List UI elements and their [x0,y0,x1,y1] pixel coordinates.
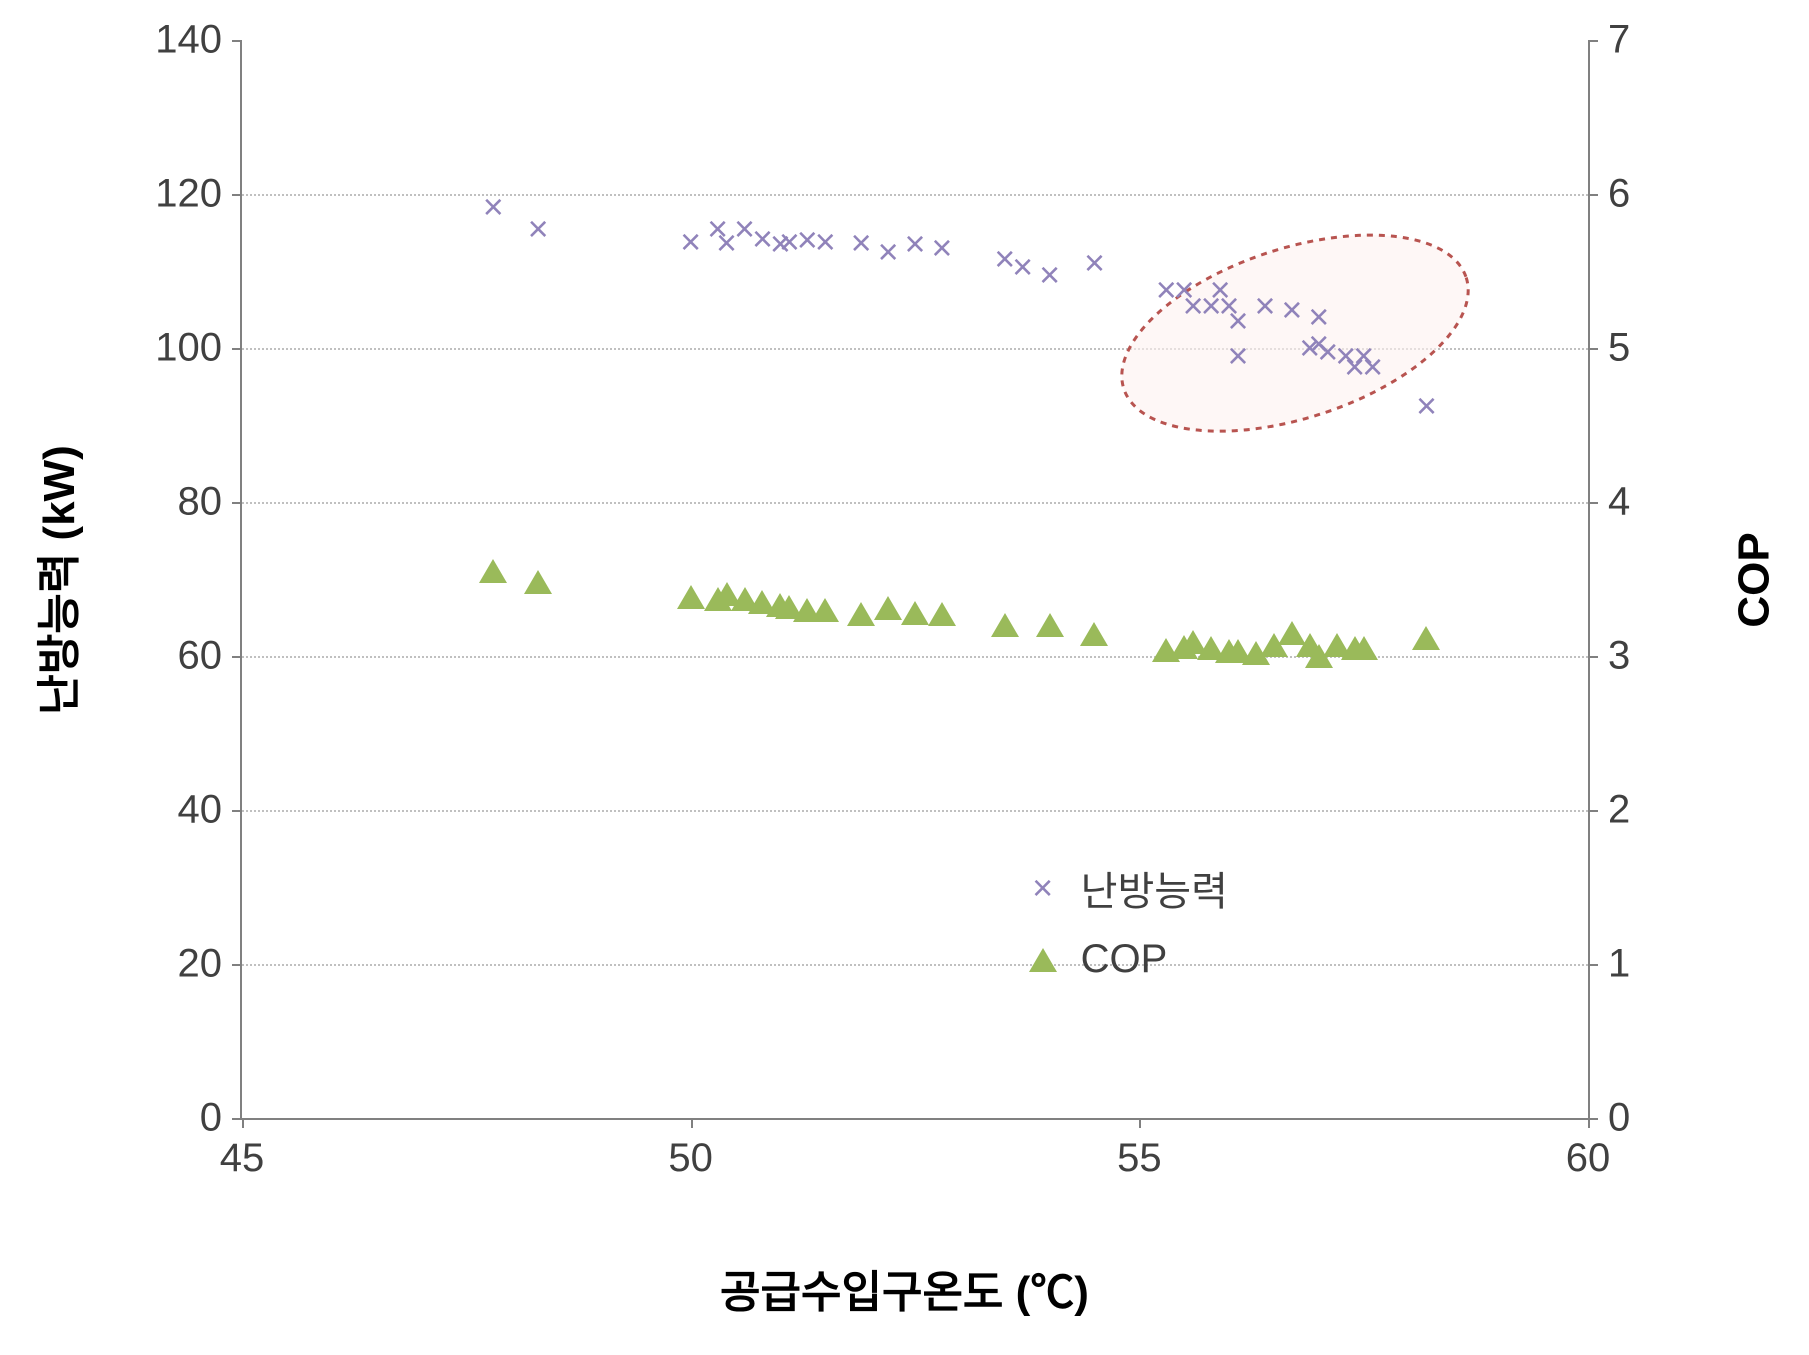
data-marker: × [931,230,952,266]
plot-area: 0204060801001201400123456745505560××××××… [240,40,1590,1120]
gridline [242,656,1588,658]
data-marker: × [878,234,899,270]
tick-mark [1588,1118,1590,1128]
data-marker [677,585,705,609]
tick-mark [232,502,242,504]
data-marker [524,570,552,594]
data-marker: × [851,225,872,261]
tick-mark [1139,1118,1141,1128]
y1-axis-label: 난방능력 (kW) [23,445,87,714]
gridline [242,810,1588,812]
legend-marker-triangle-icon [1029,948,1057,972]
y1-tick-label: 100 [155,326,242,371]
legend: × 난방능력 COP [1023,859,1228,1002]
tick-mark [232,194,242,196]
data-marker [1080,622,1108,646]
legend-item: COP [1023,937,1228,982]
data-marker: × [483,189,504,225]
tick-mark [1588,194,1598,196]
tick-mark [1588,348,1598,350]
data-marker [1036,613,1064,637]
data-marker: × [1362,349,1383,385]
y1-tick-label: 140 [155,18,242,63]
tick-mark [232,656,242,658]
data-marker [928,602,956,626]
data-marker [1350,636,1378,660]
tick-mark [232,40,242,42]
data-marker [901,601,929,625]
data-marker: × [1084,245,1105,281]
data-marker [1412,626,1440,650]
data-marker: × [904,226,925,262]
data-marker: × [1039,257,1060,293]
data-marker: × [680,224,701,260]
data-marker: × [815,224,836,260]
tick-mark [1588,810,1598,812]
legend-label: 난방능력 [1081,859,1228,917]
data-marker: × [1012,249,1033,285]
tick-mark [1588,40,1598,42]
gridline [242,964,1588,966]
gridline [242,348,1588,350]
data-marker: × [1228,303,1249,339]
data-marker: × [528,211,549,247]
tick-mark [242,1118,244,1128]
data-marker: × [1281,292,1302,328]
tick-mark [691,1118,693,1128]
tick-mark [1588,964,1598,966]
data-marker [847,602,875,626]
data-marker [811,598,839,622]
ellipse-annotation [242,40,1592,1120]
data-marker: × [1416,388,1437,424]
tick-mark [1588,656,1598,658]
chart-container: 0204060801001201400123456745505560××××××… [240,40,1590,1120]
gridline [242,502,1588,504]
data-marker: × [1254,288,1275,324]
y2-axis-label: COP [1729,532,1779,627]
data-marker [874,596,902,620]
data-marker [479,559,507,583]
tick-mark [232,964,242,966]
tick-mark [1588,502,1598,504]
tick-mark [232,348,242,350]
legend-marker-x-icon: × [1023,867,1063,909]
y1-tick-label: 120 [155,172,242,217]
data-marker: × [1228,338,1249,374]
data-marker [991,613,1019,637]
legend-label: COP [1081,937,1168,982]
x-axis-label: 공급수입구온도 (℃) [720,1256,1089,1320]
tick-mark [232,810,242,812]
data-marker: × [1308,299,1329,335]
legend-item: × 난방능력 [1023,859,1228,917]
gridline [242,194,1588,196]
